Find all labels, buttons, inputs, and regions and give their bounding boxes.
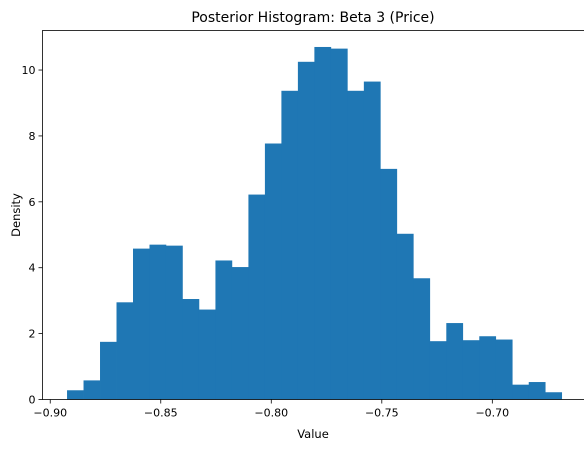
- histogram-bar: [297, 61, 315, 400]
- histogram-bar: [133, 248, 150, 400]
- x-tick-label: −0.80: [254, 407, 288, 420]
- histogram-bar: [380, 168, 398, 400]
- y-tick-label: 8: [29, 130, 36, 143]
- x-tick-label: −0.90: [33, 407, 67, 420]
- x-axis-ticks: −0.90 −0.85 −0.80 −0.75 −0.70: [33, 399, 509, 420]
- histogram-bar: [446, 323, 464, 400]
- histogram-bar: [330, 48, 348, 400]
- x-tick-label: −0.75: [365, 407, 399, 420]
- histogram-bar: [165, 245, 183, 400]
- histogram-bar: [67, 390, 84, 400]
- y-tick-label: 6: [29, 196, 36, 209]
- y-tick-label: 4: [29, 262, 36, 275]
- x-axis-label: Value: [297, 427, 329, 441]
- histogram-bar: [100, 341, 117, 400]
- histogram-bar: [182, 299, 200, 400]
- y-tick-label: 10: [22, 64, 36, 77]
- chart-title: Posterior Histogram: Beta 3 (Price): [191, 10, 434, 26]
- histogram-bar: [495, 339, 513, 400]
- histogram-bar: [347, 90, 365, 400]
- y-axis-ticks: 0 2 4 6 8 10: [22, 64, 43, 407]
- histogram-bar: [363, 81, 381, 400]
- x-tick-label: −0.70: [475, 407, 509, 420]
- histogram-bar: [215, 260, 233, 400]
- y-tick-label: 2: [29, 328, 36, 341]
- histogram-bar: [264, 143, 282, 400]
- histogram-bar: [512, 384, 530, 400]
- histogram-bar: [314, 46, 332, 400]
- histogram-bar: [528, 382, 546, 400]
- histogram-bar: [479, 336, 497, 400]
- histogram-bar: [396, 233, 414, 400]
- histogram-bar: [198, 309, 216, 400]
- histogram-bar: [248, 194, 266, 400]
- histogram-bars: [67, 46, 563, 400]
- x-tick-label: −0.85: [144, 407, 178, 420]
- plot-frame: [42, 30, 584, 400]
- histogram-bar: [281, 90, 299, 400]
- histogram-bar: [545, 392, 563, 400]
- y-axis-label: Density: [9, 193, 23, 237]
- histogram-bar: [462, 340, 480, 400]
- histogram-bar: [429, 341, 447, 400]
- histogram-bar: [83, 380, 101, 400]
- histogram-bar: [149, 244, 167, 400]
- y-tick-label: 0: [29, 394, 36, 407]
- histogram-bar: [116, 302, 134, 400]
- histogram-bar: [231, 267, 249, 400]
- histogram-bar: [413, 278, 431, 400]
